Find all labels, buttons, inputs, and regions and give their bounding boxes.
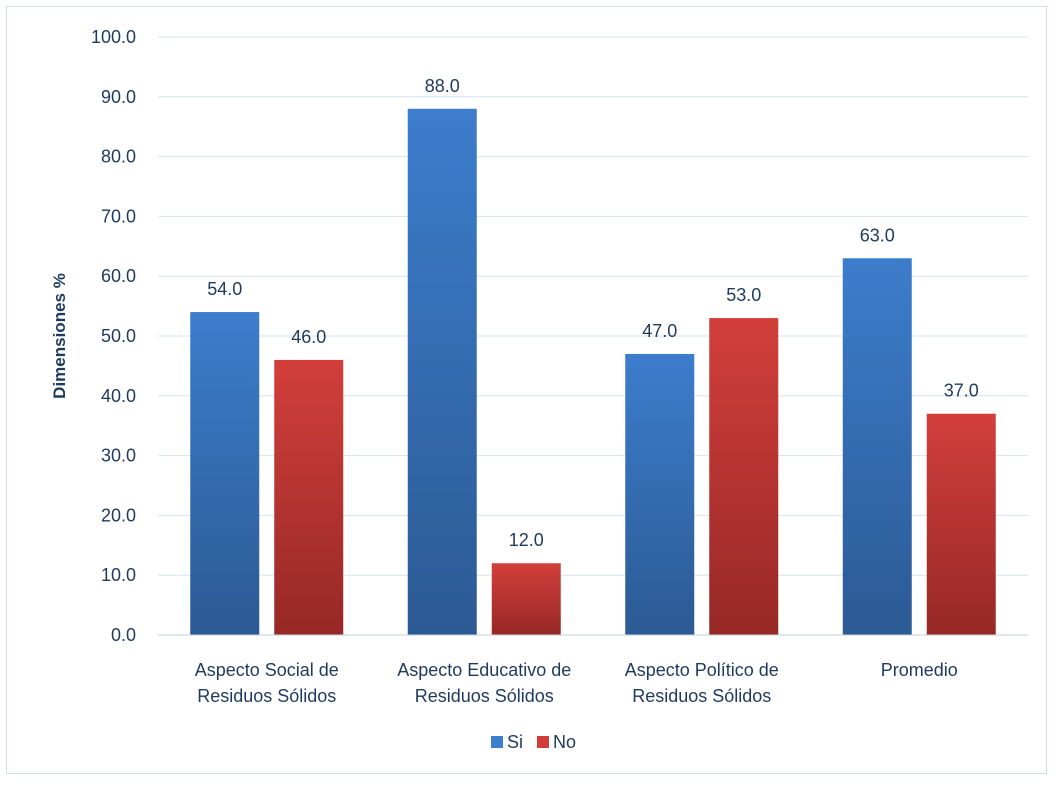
chart-frame <box>6 6 1047 774</box>
